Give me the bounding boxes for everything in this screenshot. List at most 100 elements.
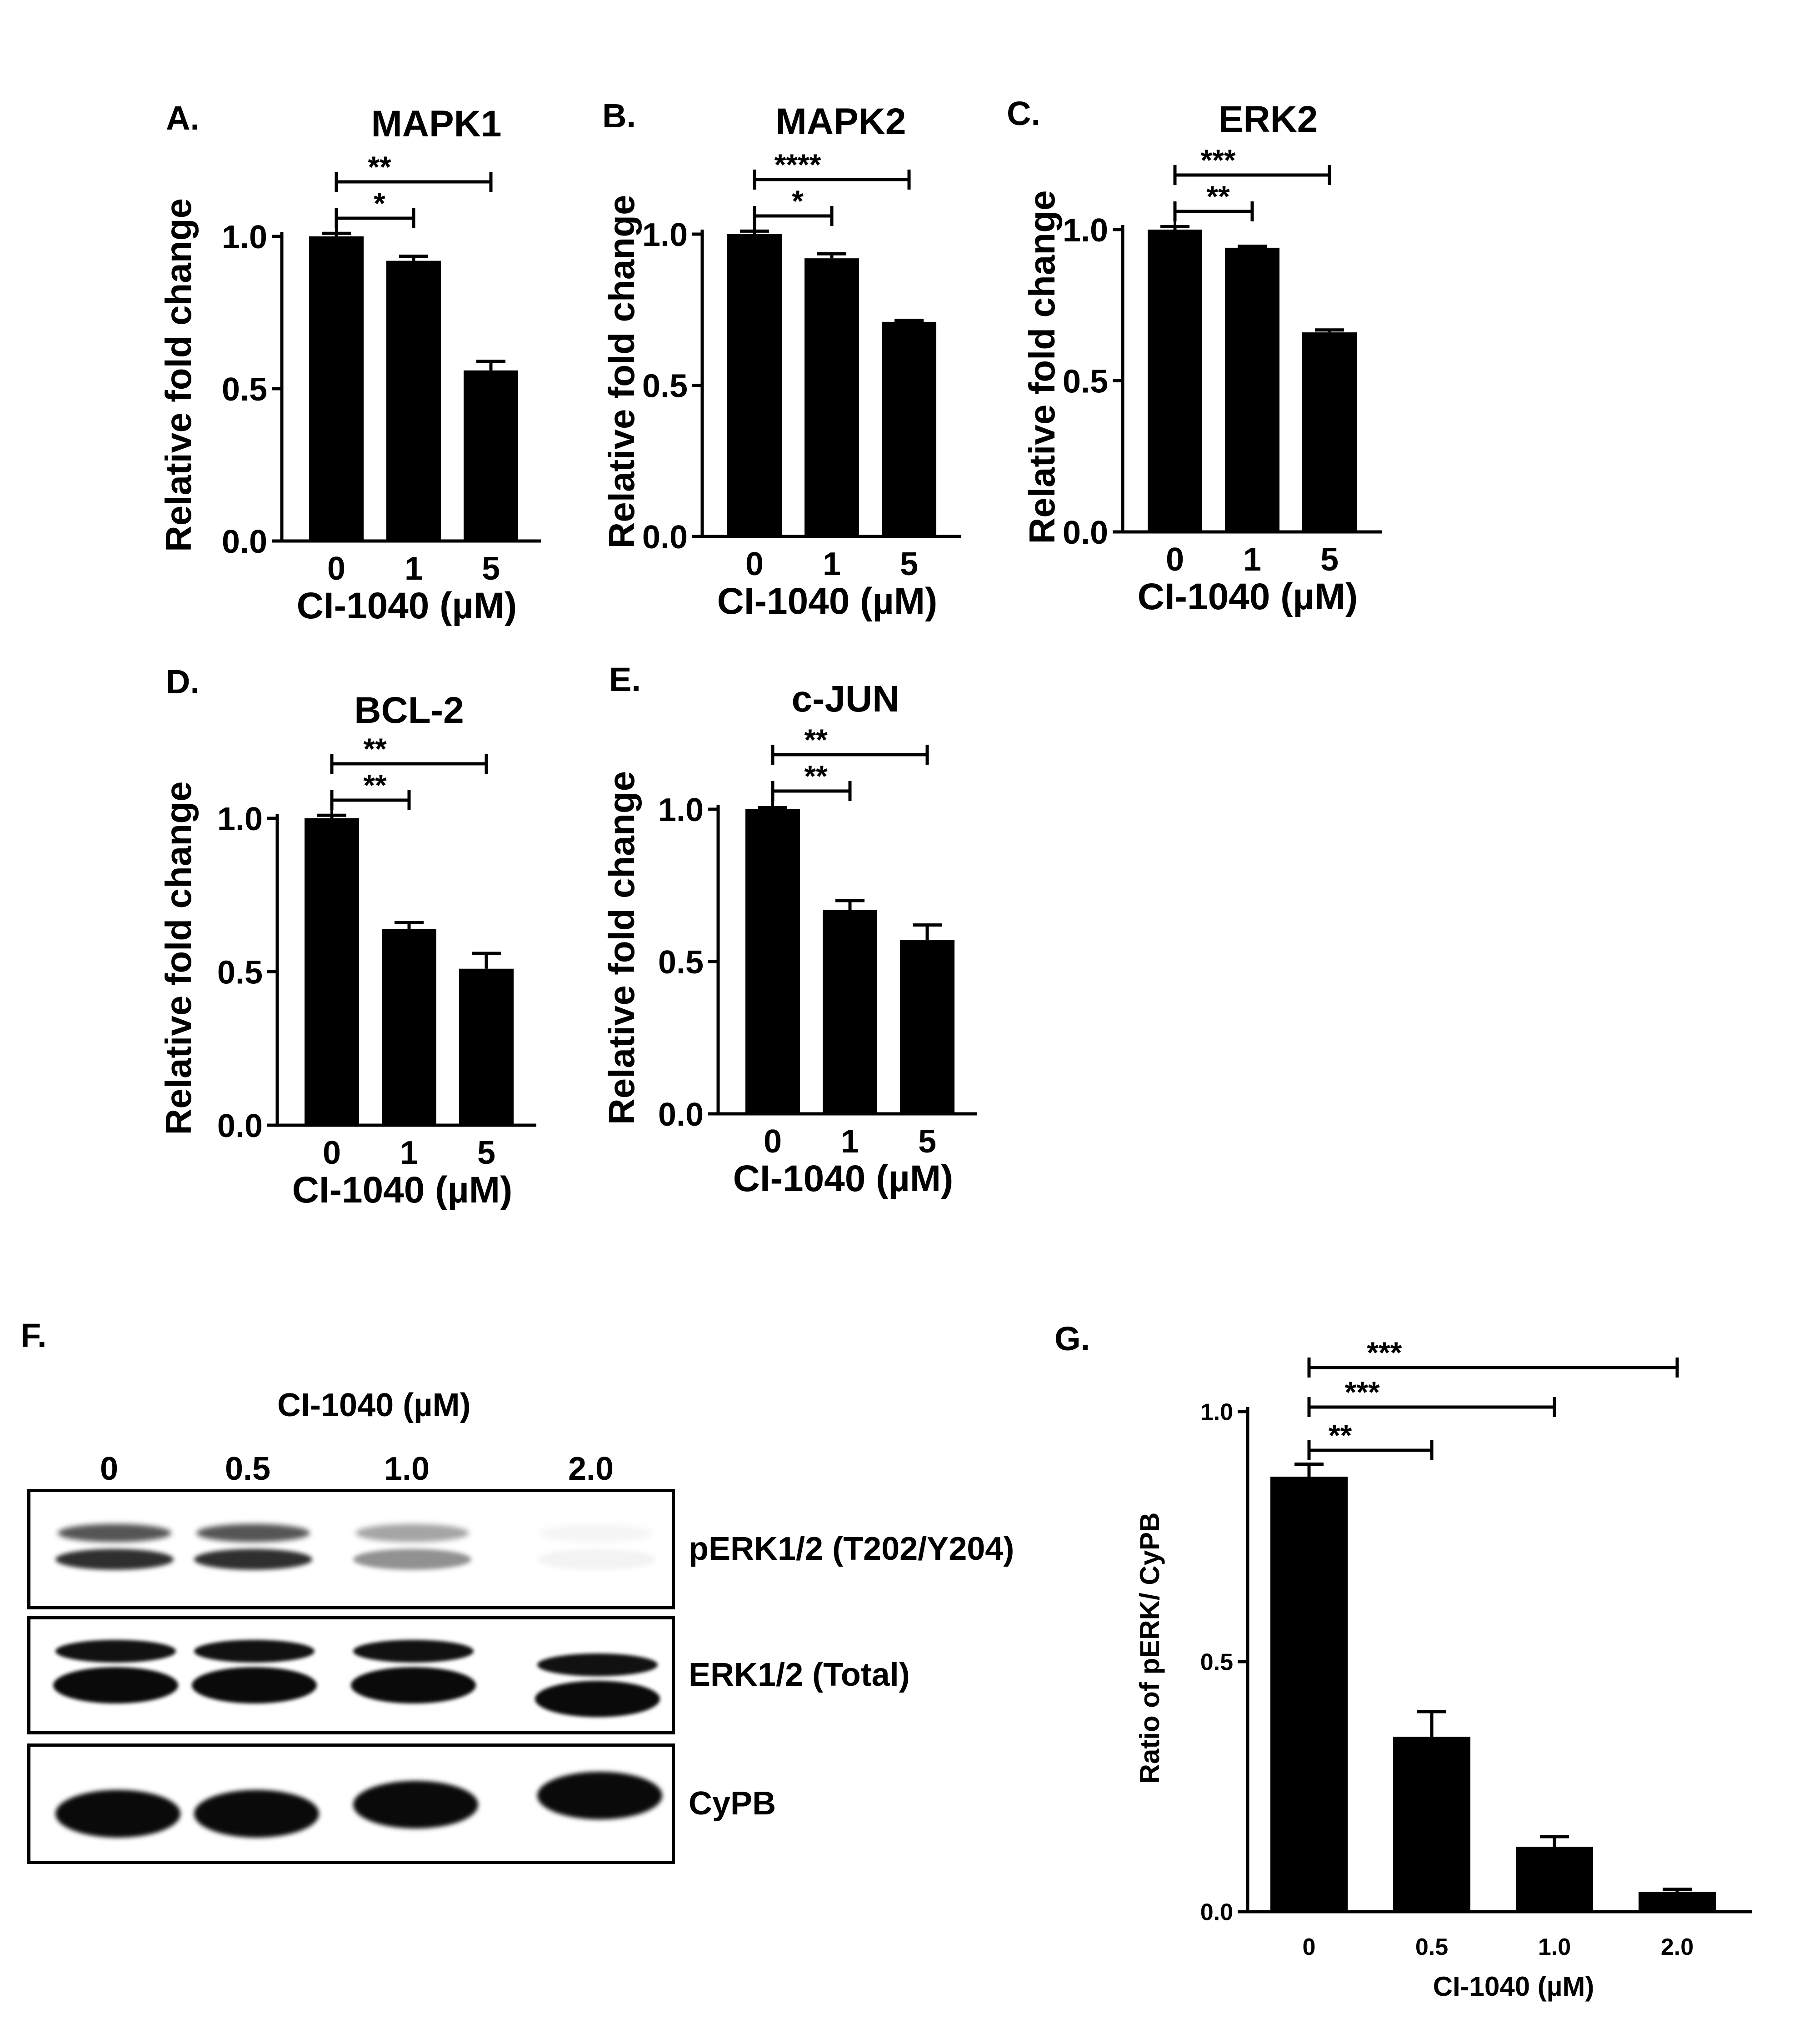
- bar: [1225, 247, 1279, 532]
- x-tick-label: 1: [841, 1123, 859, 1160]
- blot-band: [194, 1640, 315, 1663]
- blot-band: [194, 1790, 319, 1838]
- bar: [464, 370, 518, 541]
- blot-row-3: [27, 1743, 675, 1864]
- bar: [305, 818, 359, 1125]
- x-tick-label: 1.0: [1538, 1934, 1571, 1960]
- panel-letter: G.: [1054, 1320, 1090, 1358]
- blot-band: [53, 1667, 178, 1703]
- blot-band: [537, 1772, 662, 1819]
- lane-label: 1.0: [384, 1451, 430, 1487]
- y-tick-label: 0.0: [1063, 515, 1108, 551]
- x-tick-label: 0: [327, 551, 345, 587]
- blot-row-label: ERK1/2 (Total): [689, 1657, 910, 1693]
- bar: [882, 321, 936, 536]
- sig-label: ***: [1345, 1375, 1380, 1409]
- bar: [900, 940, 954, 1114]
- chart-title: MAPK2: [775, 101, 906, 142]
- lane-label: 0.5: [225, 1451, 271, 1487]
- blot-band: [353, 1640, 474, 1663]
- x-axis-label: CI-1040 (µM): [733, 1158, 954, 1199]
- chart-c-jun: E. c-JUN 0.0 0.5 1.0 0 1 5CI-1040 (µM) Relative …: [601, 661, 977, 1199]
- x-tick-label: 0: [764, 1123, 782, 1160]
- blot-row-label: pERK1/2 (T202/Y204): [689, 1530, 1014, 1567]
- bar: [823, 910, 877, 1114]
- panel-letter: F.: [20, 1317, 47, 1354]
- chart-bcl-2: D. BCL-2 0.0 0.5 1.0 0 1 5CI-1040 (µM) Relative …: [158, 663, 536, 1211]
- x-tick-label: 5: [918, 1123, 936, 1160]
- blot-band: [55, 1640, 176, 1663]
- bar: [1270, 1477, 1348, 1912]
- y-axis-label: Ratio of pERK/ CyPB: [1134, 1513, 1165, 1784]
- blot-band: [58, 1524, 171, 1542]
- bar: [1393, 1737, 1470, 1912]
- blot-band: [192, 1667, 317, 1703]
- chart-title: BCL-2: [354, 690, 464, 731]
- sig-label: **: [804, 723, 828, 756]
- y-tick-label: 0.5: [642, 368, 688, 404]
- x-tick-label: 1: [823, 546, 841, 582]
- blot-band: [194, 1549, 312, 1570]
- blot-title: CI-1040 (µM): [277, 1387, 471, 1423]
- y-axis-label: Relative fold change: [158, 198, 199, 552]
- bar: [745, 809, 800, 1114]
- y-tick-label: 0.0: [658, 1097, 704, 1133]
- bar: [309, 236, 364, 541]
- x-tick-label: 1: [1243, 541, 1261, 578]
- y-tick-label: 1.0: [642, 217, 688, 253]
- y-tick-label: 1.0: [658, 792, 704, 828]
- x-tick-label: 0.5: [1415, 1934, 1448, 1960]
- bar: [727, 234, 782, 536]
- panel-letter: B.: [602, 97, 636, 135]
- x-axis-label: CI-1040 (µM): [717, 581, 938, 622]
- x-tick-label: 1: [405, 551, 423, 587]
- bar: [1639, 1892, 1716, 1912]
- x-tick-label: 5: [900, 546, 918, 582]
- blot-band: [540, 1524, 653, 1542]
- sig-label: *: [374, 186, 385, 220]
- blot-band: [351, 1667, 476, 1703]
- chart-perk-ratio: G. 0.0 0.5 1.0 0 0.5 1.0 2.0 CI-1040 (µM) Ratio o…: [1054, 1320, 1752, 2002]
- chart-title: ERK2: [1219, 99, 1318, 140]
- blot-band: [353, 1549, 471, 1570]
- blot-row-1: [27, 1489, 675, 1609]
- lane-label: 2.0: [568, 1451, 614, 1487]
- sig-label: **: [804, 759, 828, 793]
- chart-erk2: C. ERK2 0.0 0.5 1.0 0 1 5CI-1040 (µM) Relative f…: [1007, 95, 1382, 617]
- y-tick-label: 0.5: [1063, 363, 1108, 400]
- y-tick-label: 0.0: [217, 1108, 263, 1144]
- sig-label: **: [1206, 180, 1230, 213]
- y-tick-label: 0.0: [1200, 1899, 1233, 1926]
- blot-band: [55, 1549, 174, 1570]
- sig-label: *: [792, 184, 804, 218]
- bar: [386, 261, 441, 541]
- chart-mapk2: B. MAPK2 0.0 0.5 1.0 0 1 5CI-1040 (µM) Relative …: [601, 97, 961, 622]
- sig-label: **: [363, 768, 387, 802]
- panel-letter: D.: [166, 663, 200, 701]
- x-tick-label: 0: [1303, 1934, 1316, 1960]
- sig-label: **: [1329, 1418, 1352, 1452]
- sig-label: **: [363, 732, 387, 766]
- chart-title: MAPK1: [371, 103, 501, 145]
- y-tick-label: 0.5: [222, 371, 267, 408]
- x-axis-label: CI-1040 (µM): [1433, 1971, 1594, 2002]
- x-axis-label: CI-1040 (µM): [297, 585, 517, 626]
- blot-band: [355, 1524, 469, 1542]
- bar: [1516, 1847, 1593, 1912]
- x-tick-label: 5: [1320, 541, 1339, 578]
- sig-label: ***: [1367, 1336, 1402, 1369]
- lane-label: 0: [100, 1451, 119, 1487]
- blot-band: [535, 1681, 660, 1717]
- y-tick-label: 1.0: [1200, 1399, 1233, 1426]
- x-axis-label: CI-1040 (µM): [292, 1169, 513, 1211]
- bar: [382, 929, 436, 1125]
- y-axis-label: Relative fold change: [601, 195, 642, 549]
- x-tick-label: 0: [1166, 541, 1184, 578]
- y-axis-label: Relative fold change: [601, 771, 642, 1125]
- x-tick-label: 1: [400, 1135, 418, 1171]
- x-tick-label: 2.0: [1661, 1934, 1694, 1960]
- panel-letter: A.: [166, 99, 200, 137]
- bar: [1302, 332, 1357, 532]
- panel-letter: E.: [609, 661, 641, 698]
- chart-mapk1: A. MAPK1 0.0 0.5 1.0 0 1 5CI-1040 (µM) Relative …: [158, 99, 541, 626]
